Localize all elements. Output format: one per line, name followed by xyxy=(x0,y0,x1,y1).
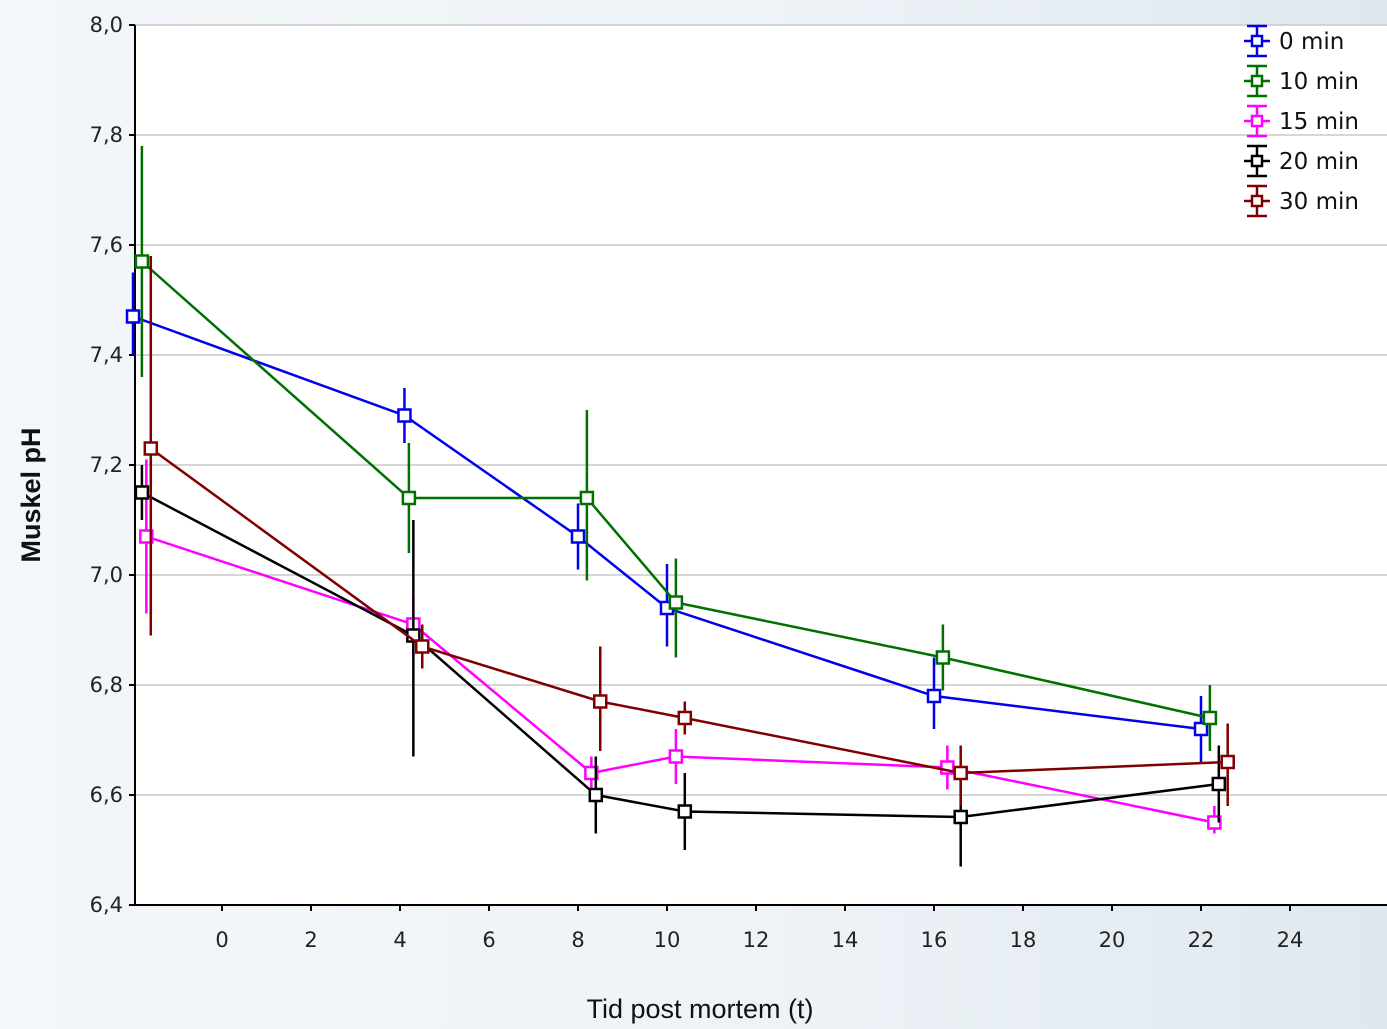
data-point xyxy=(668,749,684,764)
series-line xyxy=(132,315,1202,731)
x-tick-labels: 0 2 4 6 8 10 12 14 16 18 20 22 24 xyxy=(215,905,1303,952)
x-tick-label: 22 xyxy=(1188,928,1215,952)
series-line xyxy=(141,491,1219,819)
y-tick-label: 6,6 xyxy=(90,783,123,807)
y-tick-label: 6,4 xyxy=(90,893,123,917)
legend-label: 20 min xyxy=(1279,149,1359,175)
data-point xyxy=(953,765,968,781)
series-2 xyxy=(139,459,1222,834)
data-point xyxy=(588,787,604,803)
data-point xyxy=(584,765,599,781)
data-point xyxy=(1207,815,1222,830)
legend-label: 10 min xyxy=(1279,69,1359,95)
data-point xyxy=(677,710,693,726)
series-1 xyxy=(134,146,1218,751)
data-point xyxy=(125,309,141,324)
y-tick-label: 7,6 xyxy=(90,233,123,257)
gridlines xyxy=(135,24,1387,796)
x-tick-label: 6 xyxy=(482,928,495,952)
legend-item: 0 min xyxy=(1244,24,1344,58)
data-point xyxy=(953,809,968,825)
x-axis-title: Tid post mortem (t) xyxy=(586,994,813,1024)
y-tick-label: 7,8 xyxy=(90,123,123,147)
data-point xyxy=(134,485,150,500)
data-point xyxy=(1202,710,1218,726)
legend: 0 min 10 min 15 min 20 min 30 min xyxy=(1244,24,1359,218)
data-point xyxy=(579,490,595,506)
data-point xyxy=(926,688,942,704)
data-point xyxy=(593,694,608,709)
series-0 xyxy=(125,272,1209,762)
y-tick-label: 7,0 xyxy=(90,563,123,587)
legend-item: 30 min xyxy=(1244,184,1359,218)
data-point xyxy=(134,254,150,269)
y-tick-label: 6,8 xyxy=(90,673,123,697)
data-point xyxy=(139,529,154,544)
y-tick-label: 8,0 xyxy=(90,13,123,37)
x-tick-label: 2 xyxy=(304,928,317,952)
x-tick-label: 8 xyxy=(571,928,584,952)
data-point xyxy=(570,529,586,544)
data-point xyxy=(1211,776,1227,792)
legend-marker xyxy=(1250,194,1264,208)
series-line xyxy=(145,535,1215,824)
legend-label: 15 min xyxy=(1279,109,1359,135)
x-tick-label: 24 xyxy=(1277,928,1304,952)
legend-marker xyxy=(1250,34,1264,48)
data-point xyxy=(397,408,412,423)
x-tick-label: 12 xyxy=(743,928,770,952)
data-point xyxy=(1193,721,1209,737)
data-point xyxy=(401,490,417,506)
x-tick-label: 18 xyxy=(1010,928,1037,952)
y-tick-label: 7,2 xyxy=(90,453,123,477)
y-tick-label: 7,4 xyxy=(90,343,123,367)
series-line xyxy=(150,447,1228,775)
y-tick-labels: 6,4 6,6 6,8 7,0 7,2 7,4 7,6 7,8 8,0 xyxy=(90,13,135,917)
legend-item: 15 min xyxy=(1244,104,1359,138)
legend-item: 20 min xyxy=(1244,144,1359,178)
x-tick-label: 16 xyxy=(921,928,948,952)
x-tick-label: 0 xyxy=(215,928,228,952)
y-axis-title: Muskel pH xyxy=(16,427,46,562)
series-line xyxy=(141,260,1211,720)
data-point xyxy=(143,441,159,456)
data-point xyxy=(415,639,430,654)
series-layer xyxy=(125,146,1235,867)
legend-marker xyxy=(1250,114,1264,128)
legend-label: 0 min xyxy=(1279,29,1344,55)
x-tick-label: 14 xyxy=(832,928,859,952)
data-point xyxy=(935,650,951,665)
legend-label: 30 min xyxy=(1279,189,1359,215)
series-4 xyxy=(143,256,1235,806)
legend-marker xyxy=(1250,154,1264,168)
x-tick-label: 10 xyxy=(654,928,681,952)
data-point xyxy=(1220,754,1235,770)
data-point xyxy=(668,595,684,610)
series-3 xyxy=(134,465,1227,867)
data-point xyxy=(677,804,693,819)
x-tick-label: 4 xyxy=(393,928,406,952)
x-tick-label: 20 xyxy=(1099,928,1126,952)
legend-marker xyxy=(1250,74,1264,88)
legend-item: 10 min xyxy=(1244,64,1359,98)
